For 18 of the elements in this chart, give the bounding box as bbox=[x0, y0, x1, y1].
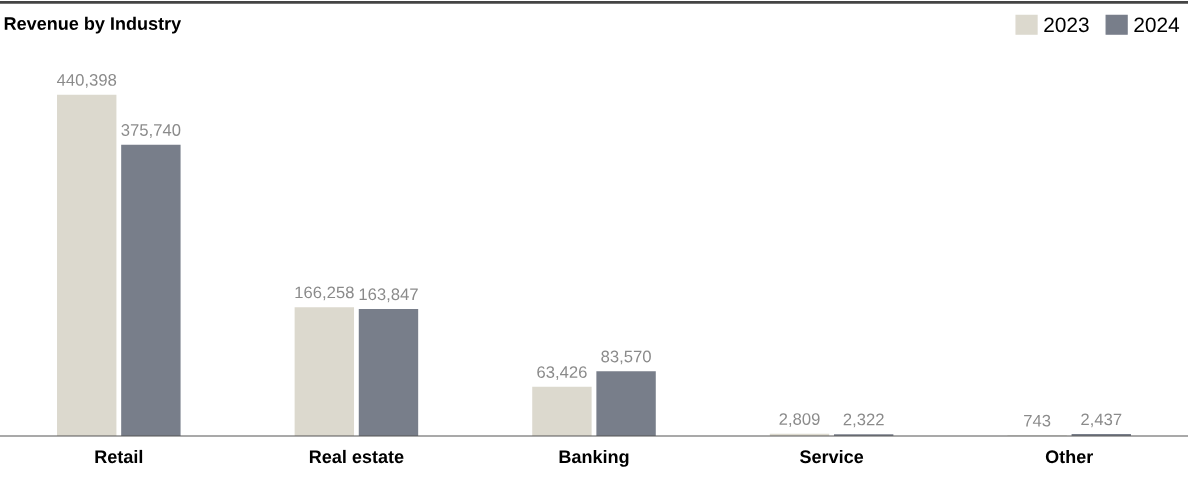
data-label: 2,322 bbox=[843, 413, 884, 428]
data-label: 375,740 bbox=[121, 124, 181, 138]
x-tick-label: Other bbox=[1045, 449, 1094, 464]
chart-title: Revenue by Industry bbox=[4, 16, 182, 34]
data-label: 2,437 bbox=[1081, 413, 1122, 428]
legend-label: 2024 bbox=[1134, 17, 1180, 33]
x-tick-label: Banking bbox=[559, 449, 629, 467]
data-label: 2,809 bbox=[779, 413, 820, 427]
x-tick-label: Retail bbox=[95, 449, 143, 464]
data-label: 743 bbox=[1024, 414, 1051, 427]
data-label: 83,570 bbox=[601, 350, 651, 365]
x-tick-label: Service bbox=[799, 449, 864, 464]
x-tick-label: Real estate bbox=[309, 449, 404, 464]
data-label: 166,258 bbox=[295, 286, 354, 301]
data-label: 163,847 bbox=[359, 288, 418, 303]
legend-label: 2023 bbox=[1044, 17, 1089, 33]
data-label: 440,398 bbox=[56, 74, 117, 88]
data-label: 63,426 bbox=[537, 366, 587, 380]
